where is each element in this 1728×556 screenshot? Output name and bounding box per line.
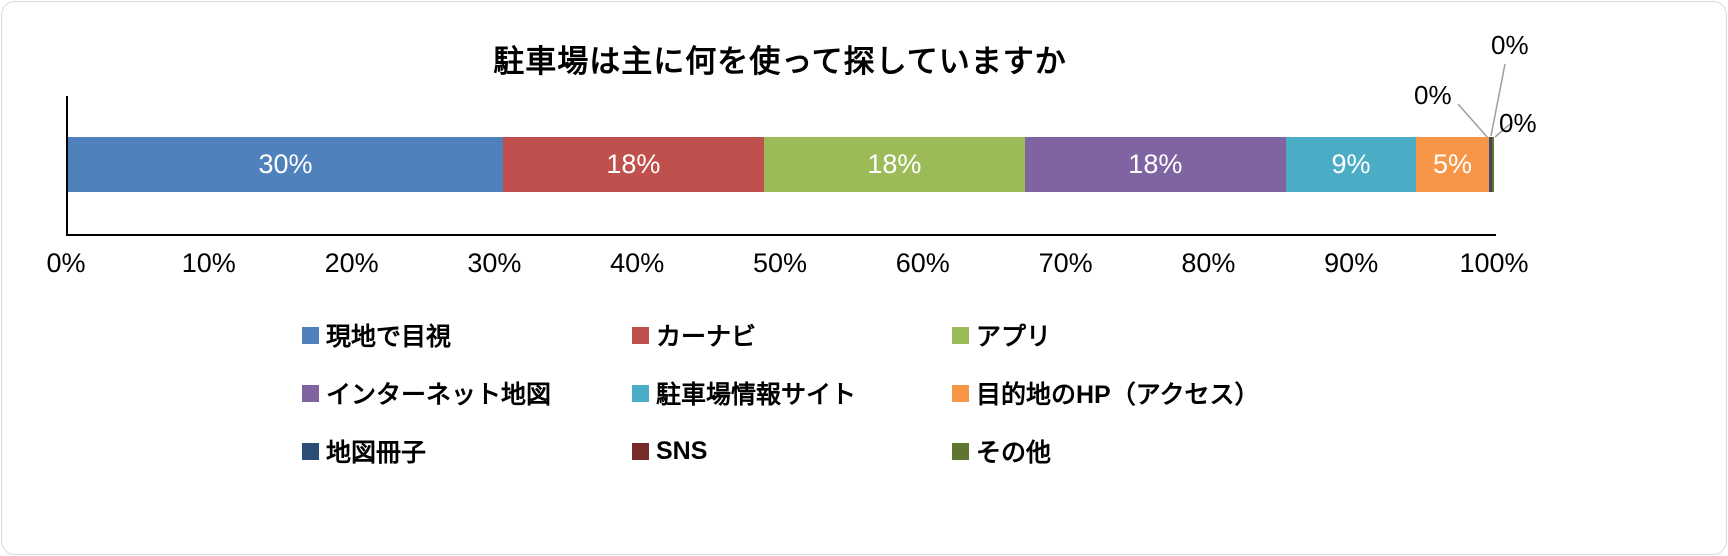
x-axis-tick: 40% [610, 248, 665, 278]
x-axis-tick: 80% [1181, 248, 1236, 278]
x-axis-tick: 70% [1038, 248, 1093, 278]
bar-segment [1488, 137, 1491, 192]
legend-swatch-icon [952, 384, 969, 402]
x-axis-tick: 30% [467, 248, 522, 278]
plot-area: 駐車場は主に何を使って探していますか 30% 18% 18% 18% 9% 5% 0% 10… [2, 2, 1726, 294]
legend-label: 現地で目視 [326, 323, 452, 351]
legend-label: 地図冊子 [326, 439, 427, 467]
legend-swatch-icon [632, 442, 649, 460]
x-axis-tick: 20% [324, 248, 379, 278]
zero-data-label: 0% [1414, 80, 1452, 110]
legend-item: アプリ [952, 318, 1382, 352]
legend-swatch-icon [302, 442, 319, 460]
bar-segment: 9% [1285, 137, 1417, 192]
x-axis-line [66, 234, 1496, 236]
bar-segment: 18% [763, 137, 1025, 192]
legend-label: 目的地のHP（アクセス） [976, 381, 1260, 409]
x-axis-tick: 60% [895, 248, 950, 278]
legend-swatch-icon [632, 384, 649, 402]
legend-label: カーナビ [656, 323, 757, 351]
legend-label: 駐車場情報サイト [656, 381, 857, 409]
legend-label: その他 [976, 439, 1052, 467]
legend-label: インターネット地図 [326, 381, 552, 409]
bar-segment: 30% [68, 137, 503, 192]
y-axis-line [66, 96, 68, 236]
bar-segment: 18% [502, 137, 764, 192]
bar-segment [1492, 137, 1494, 192]
legend-label: アプリ [976, 323, 1052, 351]
x-axis-ticks: 0% 10% 20% 30% 40% 50% 60% 70% 80% 90% 100% [46, 248, 1528, 284]
x-axis-tick: 50% [752, 248, 808, 278]
bar-segment: 18% [1024, 137, 1286, 192]
zero-data-label: 0% [1499, 108, 1537, 138]
legend-item: 現地で目視 [302, 318, 632, 352]
legend-swatch-icon [952, 326, 969, 344]
legend-swatch-icon [952, 442, 969, 460]
legend-item: インターネット地図 [302, 376, 632, 410]
chart-title: 駐車場は主に何を使って探していますか [493, 44, 1067, 79]
bar-segment: 5% [1416, 137, 1489, 192]
legend: 現地で目視 カーナビ アプリインターネット地図 駐車場情報サイト 目的地のHP（アクセス… [302, 318, 1382, 468]
data-label: 9% [1331, 149, 1371, 179]
legend-swatch-icon [302, 326, 319, 344]
legend-swatch-icon [632, 326, 649, 344]
x-axis-tick: 10% [181, 248, 236, 278]
data-label: 18% [606, 149, 661, 179]
bar-segment [1490, 137, 1493, 192]
legend-item: SNS [632, 434, 952, 468]
legend-item: 駐車場情報サイト [632, 376, 952, 410]
data-label: 18% [1128, 149, 1183, 179]
legend-swatch-icon [302, 384, 319, 402]
data-label: 5% [1433, 149, 1473, 179]
x-axis-tick: 90% [1324, 248, 1379, 278]
stacked-bar: 30% 18% 18% 18% 9% 5% [68, 137, 1494, 192]
legend-item: カーナビ [632, 318, 952, 352]
legend-label: SNS [656, 436, 708, 465]
zero-data-label: 0% [1491, 30, 1529, 60]
data-label: 30% [258, 149, 313, 179]
x-axis-tick: 0% [46, 248, 86, 278]
leader-line [1457, 103, 1489, 139]
legend-item: 目的地のHP（アクセス） [952, 376, 1382, 410]
x-axis-tick: 100% [1459, 248, 1529, 278]
legend-item: その他 [952, 434, 1382, 468]
data-label: 18% [867, 149, 922, 179]
legend-item: 地図冊子 [302, 434, 632, 468]
